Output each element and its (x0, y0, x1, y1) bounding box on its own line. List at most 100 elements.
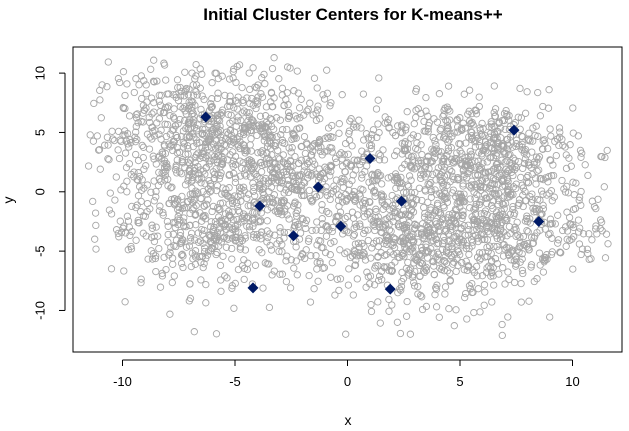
data-point (375, 74, 383, 82)
data-point (592, 225, 600, 233)
data-point (517, 173, 525, 182)
data-point (460, 170, 468, 178)
data-point (250, 219, 259, 227)
data-point (467, 131, 476, 140)
data-point (398, 139, 406, 148)
data-point (169, 218, 178, 227)
data-point (453, 246, 461, 254)
data-point (173, 76, 182, 84)
data-point (231, 152, 240, 160)
data-point (137, 279, 145, 287)
data-point (483, 243, 491, 251)
data-point (261, 112, 270, 120)
data-point (419, 170, 428, 178)
data-point (186, 234, 195, 242)
data-point (280, 234, 288, 242)
data-point (483, 158, 491, 166)
data-point (238, 83, 246, 92)
data-point (138, 141, 146, 150)
data-point (411, 224, 419, 232)
data-point (351, 247, 359, 256)
data-point (378, 180, 386, 188)
data-point (368, 130, 376, 139)
data-point (132, 75, 140, 83)
data-point (412, 195, 421, 204)
data-point (142, 232, 150, 240)
data-point (378, 228, 386, 237)
data-point (326, 172, 334, 180)
data-point (452, 267, 460, 276)
y-axis-label: y (0, 197, 16, 204)
data-point (231, 174, 240, 182)
data-point (178, 192, 186, 201)
data-point (228, 196, 236, 205)
data-point (482, 199, 491, 208)
data-point (552, 151, 560, 160)
data-point (499, 264, 507, 272)
data-point (314, 277, 322, 285)
data-point (389, 213, 397, 221)
data-point (221, 189, 229, 198)
data-point (334, 212, 342, 221)
data-point (479, 159, 487, 167)
data-point (320, 264, 329, 272)
data-point (444, 147, 453, 155)
data-point (271, 207, 279, 215)
data-point (304, 171, 313, 179)
data-point (511, 118, 520, 127)
data-point (453, 115, 461, 124)
data-point (473, 222, 482, 230)
data-point (145, 145, 154, 153)
data-point (515, 243, 523, 251)
data-point (475, 165, 483, 173)
data-point (131, 138, 140, 146)
data-point (216, 217, 224, 226)
data-point (448, 240, 456, 248)
data-point (352, 223, 361, 231)
data-point (253, 209, 261, 217)
data-point (322, 188, 330, 196)
data-point (177, 259, 186, 268)
x-axis-label: x (345, 412, 352, 428)
data-point (410, 237, 418, 245)
data-point (200, 95, 208, 104)
data-point (491, 255, 500, 263)
data-point (440, 166, 448, 174)
data-point (215, 151, 223, 160)
data-point (472, 110, 481, 118)
data-point (385, 205, 394, 213)
data-point (287, 148, 295, 156)
data-point (344, 150, 352, 158)
data-point (235, 133, 244, 141)
data-point (338, 162, 347, 170)
data-point (341, 249, 349, 258)
data-point (162, 76, 170, 84)
data-point (252, 104, 260, 113)
data-point (416, 291, 425, 300)
data-point (466, 285, 475, 293)
data-point (496, 221, 505, 229)
data-point (466, 204, 474, 212)
data-point (565, 154, 573, 162)
data-point (455, 235, 464, 243)
data-point (326, 102, 334, 110)
data-point (150, 99, 158, 107)
data-point (395, 179, 403, 187)
data-point (152, 193, 160, 201)
data-point (112, 226, 121, 234)
data-point (333, 275, 341, 283)
data-point (258, 228, 266, 236)
data-point (426, 213, 435, 222)
data-point (398, 164, 406, 172)
data-point (202, 200, 211, 209)
data-point (228, 131, 236, 140)
data-point (389, 241, 397, 250)
data-point (123, 80, 131, 88)
data-point (367, 183, 376, 191)
data-point (285, 144, 293, 152)
data-point (220, 141, 228, 149)
data-point (218, 72, 226, 80)
data-point (212, 250, 220, 259)
data-point (276, 270, 284, 278)
data-point (440, 111, 448, 119)
